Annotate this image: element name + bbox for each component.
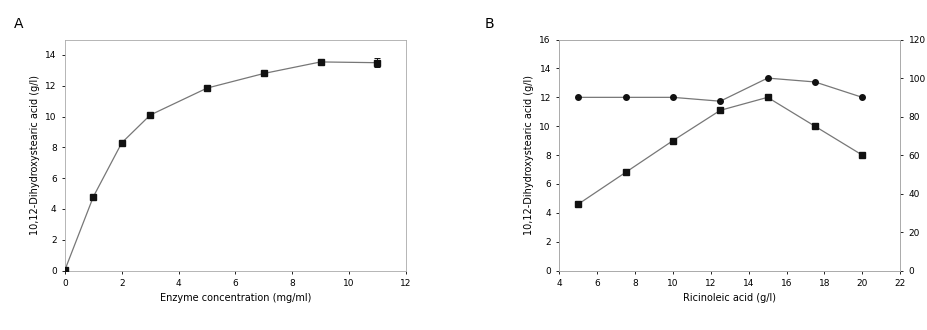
Text: B: B bbox=[484, 16, 493, 30]
X-axis label: Enzyme concentration (mg/ml): Enzyme concentration (mg/ml) bbox=[159, 293, 311, 304]
Y-axis label: 10,12-Dihydroxystearic acid (g/l): 10,12-Dihydroxystearic acid (g/l) bbox=[30, 75, 40, 235]
Y-axis label: 10,12-Dihydroxystearic acid (g/l): 10,12-Dihydroxystearic acid (g/l) bbox=[524, 75, 533, 235]
Text: A: A bbox=[14, 16, 23, 30]
X-axis label: Ricinoleic acid (g/l): Ricinoleic acid (g/l) bbox=[682, 293, 775, 304]
